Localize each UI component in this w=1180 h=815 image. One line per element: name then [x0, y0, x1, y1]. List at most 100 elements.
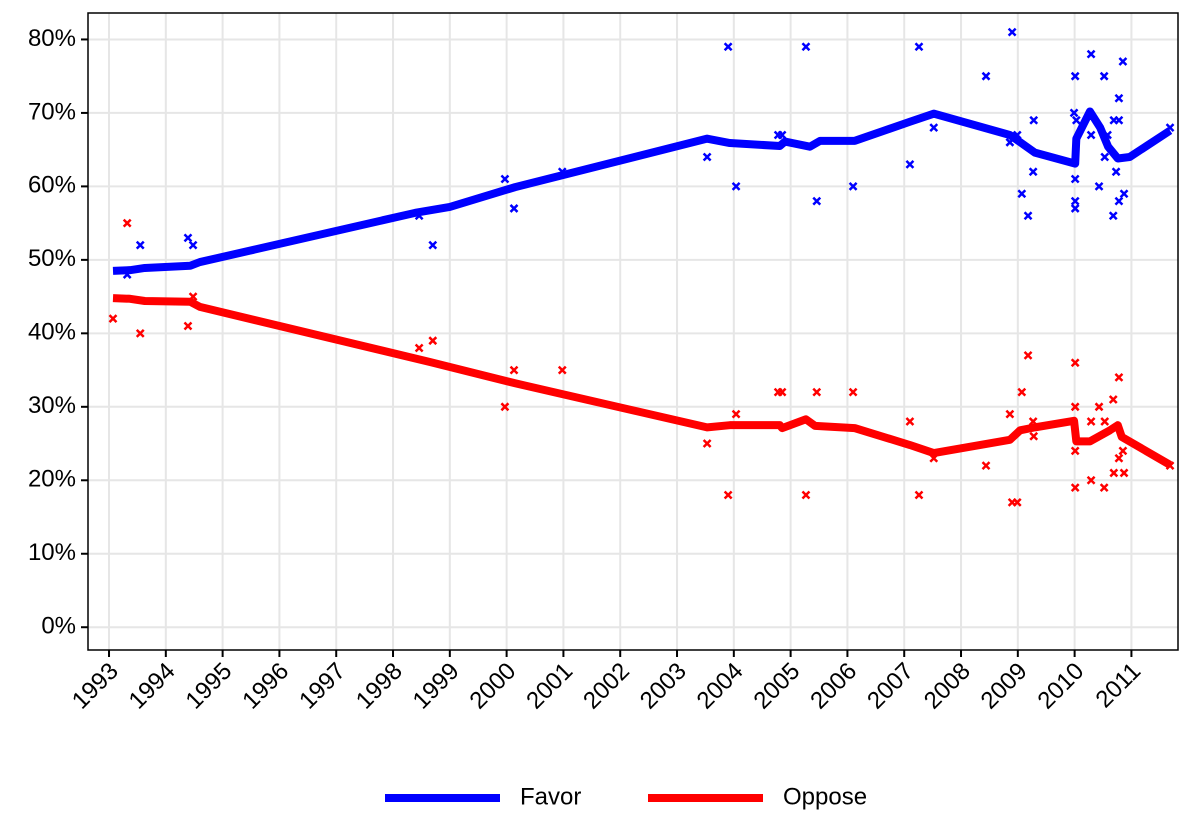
y-tick-label: 60%	[28, 172, 76, 199]
point	[848, 182, 858, 191]
point	[905, 159, 915, 169]
point	[723, 490, 733, 500]
point	[414, 343, 424, 353]
point	[1017, 189, 1027, 199]
point	[848, 387, 858, 397]
point	[731, 409, 741, 419]
point	[1070, 174, 1080, 184]
point	[1012, 497, 1022, 507]
point	[1017, 387, 1027, 397]
point	[1071, 115, 1081, 125]
point	[777, 387, 787, 397]
x-tick-label: 2008	[919, 658, 976, 715]
x-tick-label: 2002	[578, 658, 635, 715]
x-tick-label: 2007	[862, 658, 919, 715]
point	[801, 490, 811, 500]
x-tick-label: 2003	[635, 658, 692, 715]
point	[1118, 57, 1128, 66]
line	[112, 294, 1173, 469]
x-tick-label: 2010	[1033, 658, 1090, 715]
point	[1023, 211, 1033, 221]
point	[428, 240, 438, 250]
x-tick-label: 1994	[124, 658, 181, 715]
point	[1070, 402, 1080, 412]
point	[1086, 417, 1096, 426]
point	[1094, 402, 1104, 412]
point	[1070, 71, 1080, 81]
point	[1118, 446, 1128, 456]
point	[1108, 395, 1118, 404]
y-tick-label: 0%	[41, 613, 76, 640]
point	[1023, 350, 1033, 360]
point	[1099, 483, 1109, 493]
point	[135, 240, 145, 250]
y-tick-label: 10%	[28, 539, 76, 566]
point	[1007, 27, 1017, 37]
y-tick-label: 50%	[28, 245, 76, 272]
point	[723, 42, 733, 52]
point	[1108, 211, 1118, 221]
point	[801, 42, 811, 52]
point	[557, 365, 567, 375]
point	[905, 417, 915, 426]
point	[183, 233, 193, 243]
point	[1086, 49, 1096, 59]
x-tick-label: 2004	[692, 658, 749, 715]
point	[1100, 417, 1110, 426]
point	[1029, 431, 1039, 441]
point	[1099, 71, 1109, 81]
point	[1114, 93, 1124, 103]
point	[1114, 453, 1124, 463]
point	[183, 321, 193, 331]
point	[702, 439, 712, 448]
point	[914, 42, 924, 52]
point	[1094, 182, 1104, 191]
point	[1114, 373, 1124, 382]
y-tick-label: 80%	[28, 25, 76, 52]
point	[500, 174, 510, 184]
legend-label: Oppose	[783, 783, 867, 810]
point	[702, 152, 712, 162]
x-tick-label: 2011	[1091, 658, 1147, 714]
x-tick-label: 1996	[237, 658, 294, 715]
point	[1070, 483, 1080, 493]
point	[1070, 196, 1080, 206]
y-tick-label: 70%	[28, 98, 76, 125]
point	[1111, 167, 1121, 177]
point	[135, 328, 145, 338]
point	[1070, 358, 1080, 368]
point	[1119, 468, 1129, 478]
point	[1069, 108, 1079, 118]
x-tick-label: 2000	[465, 658, 522, 715]
x-tick-label: 2006	[805, 658, 862, 715]
point	[509, 204, 519, 213]
point	[1070, 204, 1080, 213]
line	[112, 107, 1173, 275]
y-tick-label: 40%	[28, 319, 76, 346]
point	[812, 196, 822, 206]
point	[1086, 130, 1096, 140]
point	[1070, 446, 1080, 456]
point	[812, 387, 822, 397]
x-tick-label: 2009	[976, 658, 1033, 715]
point	[981, 71, 991, 81]
point	[777, 130, 787, 140]
point	[1100, 152, 1110, 162]
point	[1005, 409, 1015, 419]
y-tick-label: 20%	[28, 466, 76, 493]
x-tick-label: 2001	[521, 658, 578, 715]
x-tick-label: 1995	[181, 658, 238, 715]
point	[428, 336, 438, 346]
point	[1114, 115, 1124, 125]
x-tick-label: 1993	[67, 658, 124, 715]
x-tick-label: 1997	[294, 658, 351, 715]
legend-label: Favor	[520, 783, 581, 810]
y-tick-label: 30%	[28, 392, 76, 419]
plot-frame	[87, 12, 1179, 651]
x-tick-label: 1998	[351, 658, 408, 715]
point	[122, 218, 132, 228]
point	[929, 123, 939, 132]
point	[981, 461, 991, 470]
point	[1119, 189, 1129, 199]
